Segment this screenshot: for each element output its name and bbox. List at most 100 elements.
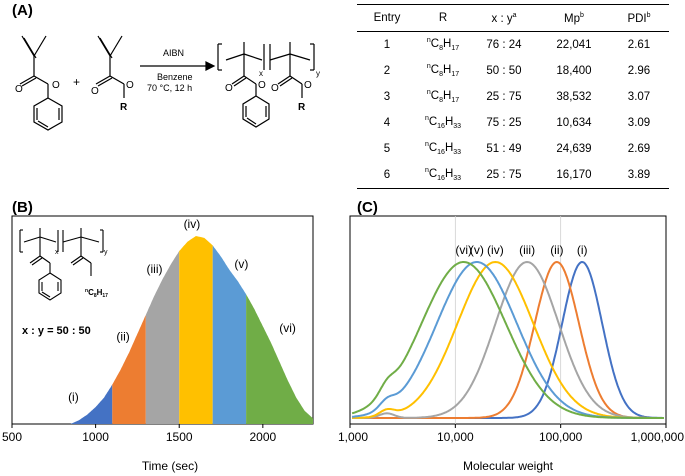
- cell-ratio: 76 : 24: [486, 39, 522, 51]
- cell-ratio: 25 : 75: [486, 169, 522, 181]
- molecular-weight-chart: (i) (ii) (iii) (iv)(v)(vi) 1,000 10,000 100,0…: [338, 215, 685, 473]
- fraction-label: (iv): [184, 217, 201, 231]
- x-tick-label: 100,000: [539, 430, 583, 444]
- x-tick-label: 1,000,000: [631, 430, 685, 444]
- cell-mp: 10,634: [556, 117, 592, 129]
- table-row: 2 nC8H17 50 : 50 18,400 2.96: [357, 58, 669, 84]
- series-line: [352, 261, 664, 419]
- oxygen-label: O: [225, 83, 233, 94]
- table-row: 6 nC16H33 25 : 75 16,170 3.89: [357, 162, 669, 189]
- reaction-conditions: 70 °C, 12 h: [147, 83, 192, 93]
- cell-entry: 4: [383, 117, 391, 129]
- cell-mp: 16,170: [556, 169, 592, 181]
- series-label: (iv): [487, 243, 504, 257]
- fraction-label: (iii): [147, 262, 163, 276]
- cell-ratio: 75 : 25: [486, 117, 522, 129]
- table-header-row: Entry R x : ya Mpb PDIb: [357, 4, 669, 32]
- cell-mp: 24,639: [556, 143, 592, 155]
- cell-ratio: 25 : 75: [486, 91, 522, 103]
- fraction-area: [112, 315, 146, 424]
- plot-frame: [349, 215, 667, 425]
- cell-pdi: 3.89: [627, 169, 651, 181]
- cell-pdi: 3.07: [627, 91, 651, 103]
- oxygen-label: O: [126, 80, 134, 91]
- cell-pdi: 2.69: [627, 143, 651, 155]
- header-pdi: PDIb: [627, 11, 651, 25]
- reaction-scheme: O O O O R + AIBN Benzene 70 °C, 12 h x y…: [15, 35, 320, 131]
- series-label: (vi): [455, 243, 472, 257]
- cell-mp: 22,041: [556, 39, 592, 51]
- cell-ratio: 50 : 50: [486, 65, 522, 77]
- oxygen-label: O: [15, 84, 23, 95]
- cell-entry: 5: [383, 143, 391, 155]
- header-entry: Entry: [373, 12, 401, 24]
- inset-ratio-label: x : y = 50 : 50: [22, 325, 91, 337]
- oxygen-label: O: [258, 80, 266, 91]
- cell-r: nC16H33: [424, 115, 462, 131]
- fraction-area: [145, 251, 180, 424]
- panel-b-label: (B): [12, 199, 33, 216]
- cell-r: nC8H17: [426, 63, 460, 79]
- x-axis-label: Molecular weight: [463, 459, 554, 473]
- table-row: 1 nC8H17 76 : 24 22,041 2.61: [357, 32, 669, 59]
- cell-pdi: 3.09: [627, 117, 651, 129]
- plus-sign: +: [73, 75, 80, 89]
- cell-entry: 1: [383, 39, 391, 51]
- cell-mp: 18,400: [556, 65, 592, 77]
- x-tick-label: 1500: [166, 430, 193, 444]
- x-tick-label: 10,000: [437, 430, 474, 444]
- cell-entry: 2: [383, 65, 391, 77]
- cell-r: nC16H33: [424, 167, 462, 183]
- x-axis-label: Time (sec): [142, 459, 198, 473]
- subscript-y: y: [316, 69, 320, 78]
- reaction-catalyst: AIBN: [163, 48, 184, 58]
- series-label: (iii): [519, 243, 535, 257]
- polymer-table: Entry R x : ya Mpb PDIb 1 nC8H17 76 : 24 22…: [357, 4, 669, 189]
- series-line: [352, 260, 664, 419]
- cell-pdi: 2.96: [627, 65, 651, 77]
- cell-pdi: 2.61: [627, 39, 651, 51]
- r-group-label: R: [120, 102, 128, 113]
- reaction-solvent: Benzene: [157, 72, 193, 82]
- inset-subscript-y: y: [104, 249, 108, 256]
- series-line: [352, 260, 664, 419]
- oxygen-label: O: [271, 83, 279, 94]
- table-row: 5 nC16H33 51 : 49 24,639 2.69: [357, 136, 669, 162]
- x-tick-label: 1,000: [338, 430, 368, 444]
- series-line: [352, 260, 664, 419]
- oxygen-label: O: [52, 80, 60, 91]
- header-ratio: x : ya: [491, 11, 517, 25]
- table-row: 3 nC8H17 25 : 75 38,532 3.07: [357, 84, 669, 110]
- cell-r: nC16H33: [424, 141, 462, 157]
- fraction-label: (ii): [116, 330, 129, 344]
- fraction-area: [179, 236, 213, 424]
- x-tick-label: 1000: [82, 430, 109, 444]
- x-tick-label: 2000: [249, 430, 276, 444]
- cell-ratio: 51 : 49: [486, 143, 522, 155]
- r-group-label: R: [298, 102, 306, 113]
- fraction-area: [70, 384, 113, 424]
- fraction-label: (vi): [279, 321, 296, 335]
- header-mp: Mpb: [564, 11, 584, 25]
- series-line: [352, 260, 664, 419]
- header-r: R: [438, 12, 448, 24]
- cell-r: nC8H17: [426, 89, 460, 105]
- table-row: 4 nC16H33 75 : 25 10,634 3.09: [357, 110, 669, 136]
- panel-c-label: (C): [357, 199, 378, 216]
- panel-a-label: (A): [12, 2, 33, 19]
- fraction-area: [246, 294, 313, 424]
- series-label: (i): [577, 243, 588, 257]
- inset-chain-label: nC8H17: [85, 288, 108, 299]
- x-tick-label: 500: [2, 430, 22, 444]
- cell-entry: 6: [383, 169, 391, 181]
- fraction-label: (i): [68, 390, 79, 404]
- series-label: (v): [470, 243, 484, 257]
- polymer-structure-inset: [19, 228, 104, 301]
- cell-r: nC8H17: [426, 37, 460, 53]
- oxygen-label: O: [304, 80, 312, 91]
- inset-subscript-x: x: [55, 249, 59, 256]
- cell-mp: 38,532: [556, 91, 592, 103]
- fraction-area: [212, 245, 247, 424]
- oxygen-label: O: [91, 86, 99, 97]
- series-label: (ii): [550, 243, 563, 257]
